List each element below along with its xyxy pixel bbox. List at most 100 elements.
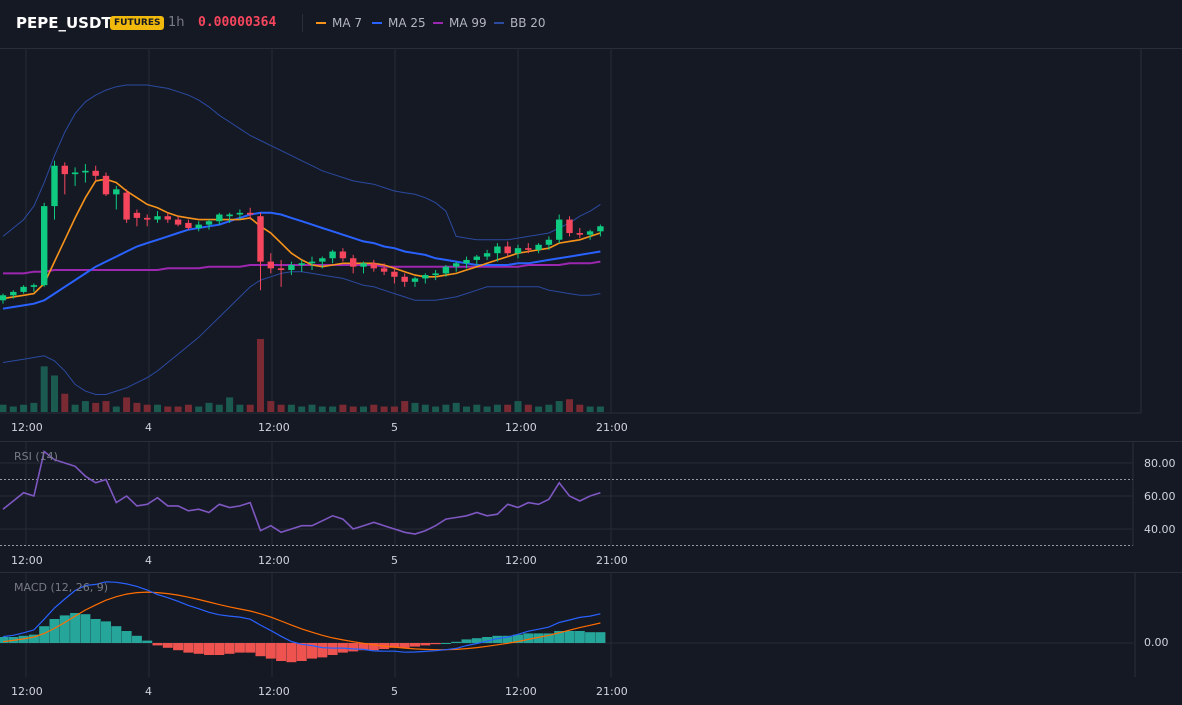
rsi-tick: 40.00: [1144, 523, 1176, 536]
volume-bar: [514, 401, 522, 412]
rsi-chart[interactable]: [0, 442, 1182, 573]
candle-body: [597, 226, 604, 232]
volume-bar: [112, 406, 120, 412]
volume-bar: [586, 406, 594, 412]
candle-body: [514, 248, 522, 254]
volume-bar: [493, 404, 501, 412]
candle-body: [113, 189, 120, 195]
candle-body: [154, 216, 161, 220]
macd-pane[interactable]: MACD (12, 26, 9) 0.00 12:00 4 12:00 5 12…: [0, 572, 1182, 705]
volume-bar: [205, 402, 213, 412]
volume-bar: [236, 404, 244, 412]
volume-bar: [349, 406, 357, 412]
time-label: 12:00: [505, 554, 537, 567]
symbol-name[interactable]: PEPE_USDT: [16, 14, 112, 32]
legend-ma25[interactable]: MA 25: [372, 16, 426, 30]
volume-bar: [432, 406, 440, 412]
macd-histogram-bar: [183, 643, 194, 653]
candle-body: [288, 264, 295, 271]
macd-line: [2, 581, 601, 653]
macd-histogram-bar: [111, 626, 122, 643]
macd-histogram-bar: [358, 643, 369, 651]
macd-title: MACD (12, 26, 9): [14, 581, 109, 594]
time-label: 4: [145, 554, 152, 567]
macd-histogram-bar: [224, 643, 235, 654]
volume-bar: [421, 404, 429, 412]
legend-ma7[interactable]: MA 7: [316, 16, 362, 30]
ma7-swatch: [316, 22, 326, 24]
candle-body: [370, 263, 377, 269]
volume-bar: [380, 406, 388, 412]
ma7-line: [2, 178, 601, 300]
volume-bar: [164, 406, 172, 412]
macd-histogram-bar: [461, 639, 472, 643]
volume-bar: [390, 406, 398, 412]
candle-body: [453, 263, 460, 267]
volume-bar: [545, 404, 553, 412]
candle-body: [380, 268, 388, 272]
volume-bar: [452, 402, 460, 412]
volume-bar: [133, 402, 141, 412]
candle-body: [30, 285, 38, 287]
candle-body: [576, 233, 583, 235]
macd-signal-line: [2, 591, 601, 651]
volume-bar: [524, 404, 532, 412]
candle-body: [319, 258, 326, 262]
candle-body: [123, 192, 130, 220]
legend-ma99[interactable]: MA 99: [433, 16, 487, 30]
macd-histogram-bar: [523, 633, 534, 643]
candle-body: [586, 231, 594, 235]
candle-body: [102, 175, 110, 195]
volume-bar: [566, 399, 573, 412]
volume-bar: [339, 404, 347, 412]
legend-bb20[interactable]: BB 20: [494, 16, 546, 30]
macd-histogram-bar: [234, 643, 245, 653]
ma99-swatch: [433, 22, 443, 24]
time-label: 21:00: [596, 685, 628, 698]
candle-body: [360, 263, 367, 267]
macd-histogram-bar: [533, 633, 544, 643]
macd-histogram-bar: [410, 643, 420, 647]
header-divider: [302, 14, 303, 32]
volume-bar: [92, 402, 100, 412]
time-label: 5: [391, 685, 398, 698]
candle-body: [10, 291, 17, 296]
macd-histogram-bar: [39, 626, 50, 643]
volume-bar: [411, 402, 419, 412]
rsi-line: [2, 450, 601, 535]
rsi-tick: 80.00: [1144, 457, 1176, 470]
candle-body: [51, 165, 58, 207]
volume-bar: [102, 401, 110, 412]
volume-bar: [267, 401, 275, 412]
macd-histogram-bar: [451, 641, 462, 643]
volume-bar: [123, 397, 131, 412]
volume-bar: [40, 366, 48, 412]
time-label: 5: [391, 421, 398, 434]
candle-body: [71, 172, 79, 175]
legend-ma99-label: MA 99: [449, 16, 487, 30]
macd-tick: 0.00: [1144, 636, 1169, 649]
volume-bar: [535, 406, 543, 412]
price-pane[interactable]: 12:00 4 12:00 5 12:00 21:00: [0, 48, 1182, 441]
volume-bar: [154, 404, 161, 412]
macd-histogram-bar: [70, 613, 81, 643]
volume-bar: [81, 401, 89, 412]
macd-histogram-bar: [307, 643, 317, 659]
macd-histogram-bar: [513, 634, 523, 643]
macd-histogram-bar: [430, 643, 441, 645]
macd-histogram-bar: [554, 631, 565, 643]
macd-chart[interactable]: [0, 573, 1182, 705]
macd-histogram-bar: [80, 614, 91, 643]
legend-bb20-label: BB 20: [510, 16, 546, 30]
candle-body: [339, 251, 347, 259]
candle-body: [133, 212, 141, 218]
macd-histogram-bar: [327, 643, 338, 655]
rsi-pane[interactable]: RSI (14) 80.00 60.00 40.00 12:00 4 12:00…: [0, 441, 1182, 573]
interval-selector[interactable]: 1h: [168, 15, 185, 30]
volume-bar: [473, 404, 481, 412]
price-chart[interactable]: [0, 48, 1182, 441]
volume-bar: [215, 404, 223, 412]
candle-body: [442, 266, 450, 274]
candle-body: [267, 261, 274, 269]
macd-histogram-bar: [162, 643, 173, 648]
